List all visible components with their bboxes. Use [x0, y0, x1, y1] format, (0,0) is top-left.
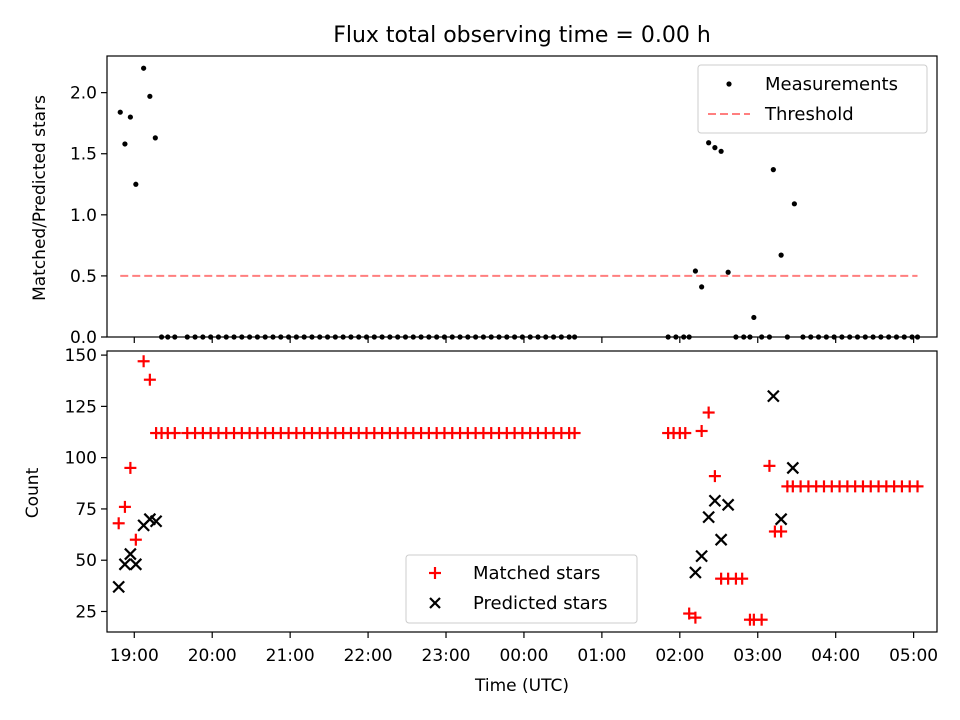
- measurement-point: [692, 268, 699, 274]
- count-y-axis-label: Count: [23, 467, 43, 518]
- x-tick-label: 02:00: [655, 646, 704, 666]
- matched-point: [679, 427, 692, 440]
- x-tick-label: 20:00: [188, 646, 237, 666]
- predicted-point: [149, 514, 163, 528]
- measurements-legend-label: Measurements: [765, 74, 898, 95]
- measurement-point: [127, 114, 133, 120]
- ratio-y-axis-label: Matched/Predicted stars: [30, 95, 50, 301]
- x-tick-label: 22:00: [344, 646, 393, 666]
- measurement-point: [706, 140, 712, 146]
- ratio-legend-box: [697, 64, 928, 134]
- threshold-legend-label: Threshold: [764, 104, 854, 125]
- count-legend-box: [405, 554, 638, 624]
- predicted-point: [695, 549, 708, 563]
- matched-point: [118, 500, 131, 513]
- measurement-point: [122, 141, 128, 147]
- predicted-legend-marker: [429, 597, 441, 609]
- measurement-point: [141, 65, 147, 71]
- matched-point: [683, 607, 696, 620]
- y-tick-label: 150: [65, 346, 97, 366]
- ratio-ticks: 0.0 0.5 1.0 1.5 2.0: [70, 84, 915, 348]
- predicted-point: [708, 494, 722, 508]
- ratio-axes-frame: [106, 55, 938, 338]
- matched-point: [755, 613, 768, 626]
- matched-point: [702, 406, 715, 419]
- count-subplot: Count Time (UTC) 25 50 75 100 125 150 19:00 20:…: [23, 346, 938, 696]
- measurement-point: [133, 181, 139, 187]
- x-axis-label: Time (UTC): [474, 676, 569, 696]
- measurement-point: [751, 314, 757, 321]
- ratio-subplot: Flux total observing time = 0.00 h Match…: [30, 23, 938, 348]
- predicted-point: [721, 498, 735, 512]
- predicted-point: [689, 566, 702, 579]
- y-tick-label: 1.5: [70, 145, 97, 165]
- measurement-point: [147, 93, 153, 99]
- x-tick-label: 00:00: [499, 646, 548, 666]
- matched-point: [129, 533, 142, 546]
- count-legend: Matched stars Predicted stars: [405, 554, 638, 624]
- matched-point: [775, 525, 788, 538]
- matched-point: [124, 461, 137, 474]
- measurement-point: [725, 269, 731, 275]
- measurement-point: [778, 252, 784, 258]
- predicted-point: [124, 547, 137, 561]
- x-tick-label: 23:00: [422, 646, 471, 666]
- matched-point: [168, 427, 181, 440]
- matched-point: [708, 470, 721, 483]
- predicted-point: [118, 558, 132, 571]
- predicted-point: [702, 510, 715, 524]
- matched-point: [763, 459, 776, 472]
- matched-point: [911, 480, 924, 493]
- measurement-point: [699, 284, 705, 290]
- matched-point: [736, 572, 749, 585]
- y-tick-label: 125: [65, 397, 97, 417]
- matched-legend-marker: [429, 567, 441, 579]
- predicted-point: [714, 533, 728, 546]
- predicted-point: [112, 580, 125, 594]
- y-tick-label: 100: [65, 449, 97, 469]
- x-tick-label: 05:00: [889, 646, 938, 666]
- count-series: [112, 355, 924, 626]
- ratio-legend: Measurements Threshold: [697, 64, 928, 134]
- count-axes-frame: [106, 350, 938, 633]
- measurement-point: [770, 167, 776, 173]
- predicted-legend-label: Predicted stars: [473, 593, 607, 614]
- y-tick-label: 2.0: [70, 84, 97, 104]
- predicted-point: [774, 512, 788, 526]
- x-tick-label: 01:00: [577, 646, 626, 666]
- matched-point: [137, 355, 150, 368]
- matched-point: [695, 424, 708, 437]
- matched-point: [143, 373, 156, 386]
- measurements-legend-marker: [726, 81, 732, 87]
- y-tick-label: 75: [75, 500, 97, 520]
- x-tick-label: 21:00: [266, 646, 315, 666]
- measurement-point: [117, 109, 123, 115]
- predicted-point: [767, 389, 780, 403]
- measurement-point: [152, 135, 158, 141]
- matched-legend-label: Matched stars: [473, 563, 600, 584]
- matched-point: [112, 517, 125, 530]
- chart-title: Flux total observing time = 0.00 h: [333, 23, 711, 48]
- x-tick-label: 04:00: [811, 646, 860, 666]
- y-tick-label: 25: [75, 602, 97, 622]
- matched-point: [568, 427, 581, 440]
- predicted-point: [786, 461, 800, 475]
- ratio-series: [117, 65, 921, 340]
- y-tick-label: 50: [75, 551, 97, 571]
- x-tick-label: 03:00: [733, 646, 782, 666]
- matched-point: [689, 611, 702, 624]
- predicted-point: [129, 558, 143, 571]
- y-tick-label: 1.0: [70, 206, 97, 226]
- x-tick-label: 19:00: [110, 646, 159, 666]
- count-ticks: 25 50 75 100 125 150 19:00 20:00 21:00 22:00 23:00…: [65, 346, 939, 666]
- measurement-point: [712, 145, 718, 151]
- measurement-point: [791, 201, 797, 207]
- measurement-point: [718, 148, 724, 154]
- y-tick-label: 0.0: [70, 328, 97, 348]
- y-tick-label: 0.5: [70, 267, 97, 287]
